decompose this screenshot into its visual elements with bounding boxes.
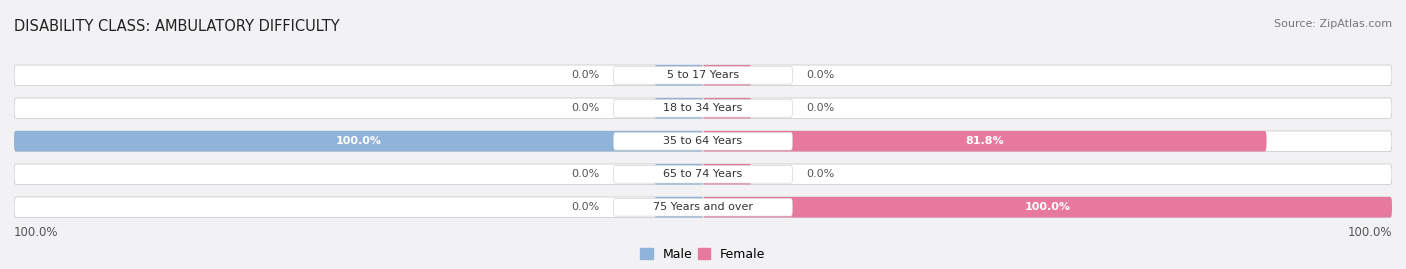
Text: 35 to 64 Years: 35 to 64 Years	[664, 136, 742, 146]
Text: 5 to 17 Years: 5 to 17 Years	[666, 70, 740, 80]
Text: DISABILITY CLASS: AMBULATORY DIFFICULTY: DISABILITY CLASS: AMBULATORY DIFFICULTY	[14, 19, 340, 34]
Text: 0.0%: 0.0%	[571, 103, 599, 113]
Text: Source: ZipAtlas.com: Source: ZipAtlas.com	[1274, 19, 1392, 29]
FancyBboxPatch shape	[703, 65, 751, 86]
FancyBboxPatch shape	[613, 165, 793, 183]
Text: 0.0%: 0.0%	[807, 103, 835, 113]
Text: 0.0%: 0.0%	[571, 70, 599, 80]
FancyBboxPatch shape	[613, 66, 793, 84]
FancyBboxPatch shape	[14, 164, 1392, 185]
Text: 0.0%: 0.0%	[571, 169, 599, 179]
Text: 81.8%: 81.8%	[966, 136, 1004, 146]
FancyBboxPatch shape	[655, 65, 703, 86]
Text: 0.0%: 0.0%	[571, 202, 599, 212]
FancyBboxPatch shape	[655, 197, 703, 217]
Legend: Male, Female: Male, Female	[641, 248, 765, 261]
FancyBboxPatch shape	[703, 197, 1392, 217]
FancyBboxPatch shape	[14, 131, 703, 151]
FancyBboxPatch shape	[703, 98, 751, 118]
FancyBboxPatch shape	[655, 98, 703, 118]
FancyBboxPatch shape	[14, 197, 1392, 217]
Text: 65 to 74 Years: 65 to 74 Years	[664, 169, 742, 179]
FancyBboxPatch shape	[703, 164, 751, 185]
FancyBboxPatch shape	[655, 164, 703, 185]
Text: 100.0%: 100.0%	[1025, 202, 1070, 212]
Text: 100.0%: 100.0%	[14, 226, 59, 239]
FancyBboxPatch shape	[14, 65, 1392, 86]
Text: 100.0%: 100.0%	[336, 136, 381, 146]
FancyBboxPatch shape	[613, 198, 793, 216]
FancyBboxPatch shape	[14, 98, 1392, 118]
FancyBboxPatch shape	[14, 131, 1392, 151]
FancyBboxPatch shape	[703, 131, 1267, 151]
Text: 0.0%: 0.0%	[807, 70, 835, 80]
Text: 100.0%: 100.0%	[1347, 226, 1392, 239]
FancyBboxPatch shape	[613, 132, 793, 150]
FancyBboxPatch shape	[613, 99, 793, 117]
Text: 0.0%: 0.0%	[807, 169, 835, 179]
Text: 18 to 34 Years: 18 to 34 Years	[664, 103, 742, 113]
Text: 75 Years and over: 75 Years and over	[652, 202, 754, 212]
